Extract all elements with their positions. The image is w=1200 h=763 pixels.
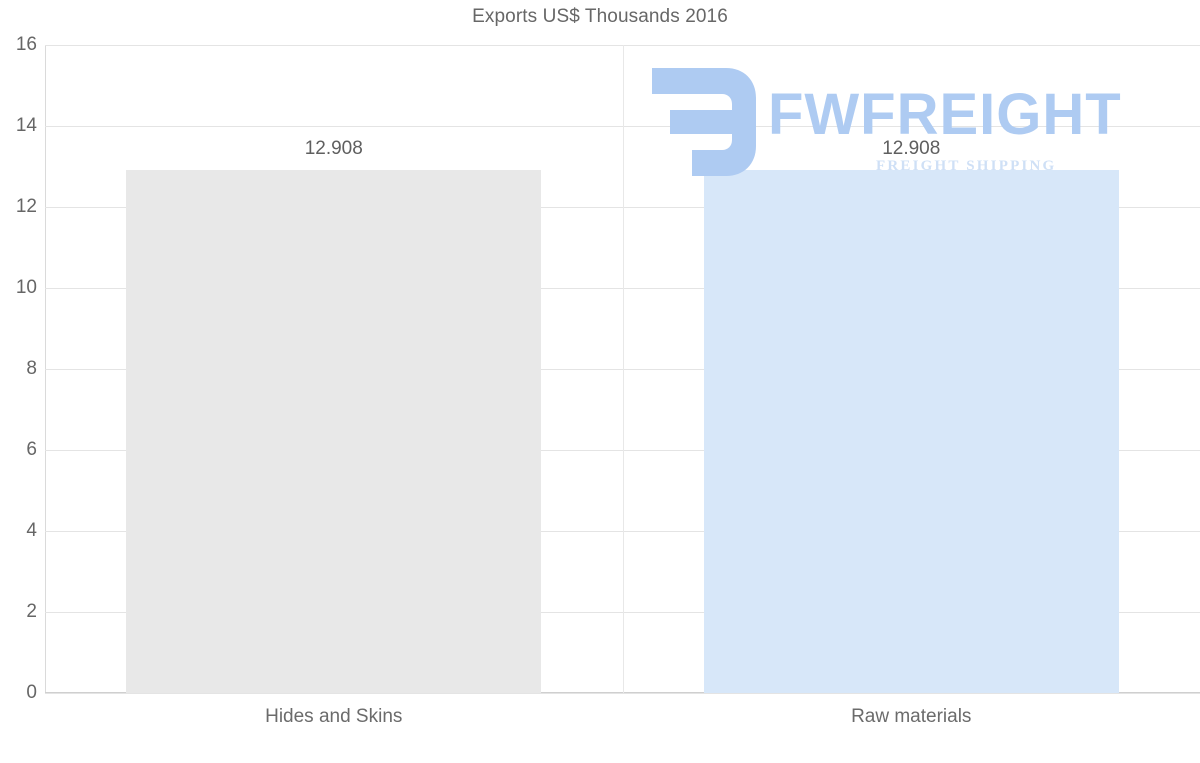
y-axis-tick-label: 10 [15, 277, 37, 298]
y-axis-tick-label: 16 [15, 34, 37, 55]
chart-title: Exports US$ Thousands 2016 [472, 6, 728, 27]
x-axis-category-label: Hides and Skins [265, 706, 403, 727]
gridline-vertical [622, 45, 624, 693]
y-axis-tick-label: 2 [26, 601, 37, 622]
bar-1[interactable] [703, 170, 1119, 693]
bar-value-label: 12.908 [304, 138, 363, 160]
x-axis-category-label: Raw materials [851, 706, 972, 727]
gridline-horizontal [45, 693, 1200, 694]
y-axis-tick-label: 4 [26, 520, 37, 541]
y-axis-tick-label: 14 [15, 115, 37, 136]
y-axis-tick-label: 8 [26, 358, 37, 379]
plot-area [45, 45, 1200, 694]
y-axis-tick-label: 12 [15, 196, 37, 217]
bar-0[interactable] [126, 170, 542, 693]
y-axis-tick-label: 0 [26, 682, 37, 703]
y-axis-tick-label: 6 [26, 439, 37, 460]
bar-value-label: 12.908 [882, 138, 941, 160]
